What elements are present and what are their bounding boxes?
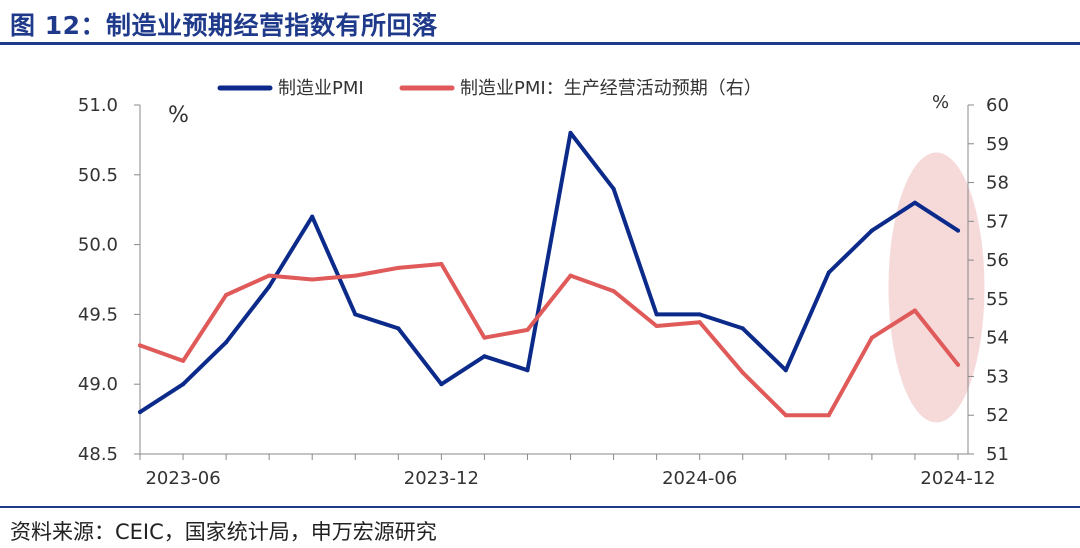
right-tick-label: 58 <box>986 173 1009 194</box>
legend-label-1: 制造业PMI <box>278 78 364 99</box>
data-point-s1 <box>482 354 487 359</box>
legend: 制造业PMI 制造业PMI：生产经营活动预期（右） <box>217 78 762 99</box>
data-point-s1 <box>310 214 315 219</box>
data-point-s2 <box>224 293 229 298</box>
data-point-s1 <box>611 186 616 191</box>
data-point-s2 <box>956 362 960 367</box>
data-point-s2 <box>740 370 745 375</box>
right-tick-label: 56 <box>986 250 1009 271</box>
data-point-s1 <box>525 368 530 373</box>
right-tick-label: 55 <box>986 289 1009 310</box>
source-rule <box>0 506 1080 508</box>
data-point-s2 <box>611 289 616 294</box>
data-point-s2 <box>783 413 788 418</box>
data-point-s1 <box>740 326 745 331</box>
axes: 48.5 49.0 49.5 50.0 50.5 51.0 51 52 53 54 55 56 57 58… <box>78 92 1009 489</box>
data-point-s2 <box>826 413 831 418</box>
data-point-s1 <box>181 382 186 387</box>
data-point-s1 <box>697 312 702 317</box>
data-point-s1 <box>783 368 788 373</box>
source-note: 资料来源：CEIC，国家统计局，申万宏源研究 <box>10 520 437 544</box>
data-point-s2 <box>267 273 272 278</box>
x-tick-label: 2023-06 <box>145 468 220 489</box>
data-point-s2 <box>697 320 702 325</box>
right-tick-label: 59 <box>986 134 1009 155</box>
figure-title: 图 12：制造业预期经营指数有所回落 <box>10 11 438 40</box>
data-point-s2 <box>654 324 659 329</box>
data-point-s1 <box>267 284 272 289</box>
data-point-s2 <box>439 261 444 266</box>
data-point-s1 <box>654 312 659 317</box>
data-point-s1 <box>439 382 444 387</box>
data-point-s1 <box>568 130 573 135</box>
x-tick-label: 2024-12 <box>920 468 995 489</box>
left-tick-label: 49.5 <box>78 304 118 325</box>
data-point-s2 <box>912 308 917 313</box>
data-point-s2 <box>396 265 401 270</box>
line-chart: 48.5 49.0 49.5 50.0 50.5 51.0 51 52 53 54 55 56 57 58… <box>78 78 1009 489</box>
data-point-s2 <box>181 358 186 363</box>
right-tick-label: 52 <box>986 405 1009 426</box>
right-axis-unit: % <box>932 92 949 113</box>
highlight-ellipse <box>888 152 985 423</box>
right-tick-label: 60 <box>986 95 1009 116</box>
data-point-s2 <box>568 273 573 278</box>
left-axis-unit: % <box>168 103 189 128</box>
data-point-s1 <box>869 228 874 233</box>
data-point-s1 <box>826 270 831 275</box>
left-tick-label: 48.5 <box>78 444 118 465</box>
left-tick-label: 49.0 <box>78 374 118 395</box>
series-layer <box>138 130 960 418</box>
data-point-s1 <box>224 340 229 345</box>
left-tick-label: 50.5 <box>78 165 118 186</box>
right-tick-label: 53 <box>986 366 1009 387</box>
right-tick-label: 54 <box>986 328 1009 349</box>
left-tick-label: 50.0 <box>78 235 118 256</box>
data-point-s1 <box>353 312 358 317</box>
right-tick-label: 57 <box>986 211 1009 232</box>
data-point-s2 <box>482 335 487 340</box>
series-line-1 <box>138 130 960 415</box>
legend-label-2: 制造业PMI：生产经营活动预期（右） <box>460 78 762 99</box>
highlight-layer <box>888 152 985 423</box>
data-point-s2 <box>525 327 530 332</box>
x-tick-label: 2024-06 <box>662 468 737 489</box>
right-tick-label: 51 <box>986 444 1009 465</box>
data-point-s1 <box>396 326 401 331</box>
data-point-s2 <box>310 277 315 282</box>
data-point-s2 <box>869 335 874 340</box>
data-point-s2 <box>353 273 358 278</box>
data-point-s2 <box>138 343 142 348</box>
series-line-2 <box>138 262 960 418</box>
data-point-s1 <box>912 200 917 205</box>
data-point-s1 <box>956 228 960 233</box>
left-tick-label: 51.0 <box>78 95 118 116</box>
data-point-s1 <box>138 410 142 415</box>
x-tick-label: 2023-12 <box>404 468 479 489</box>
title-rule <box>0 42 1080 45</box>
